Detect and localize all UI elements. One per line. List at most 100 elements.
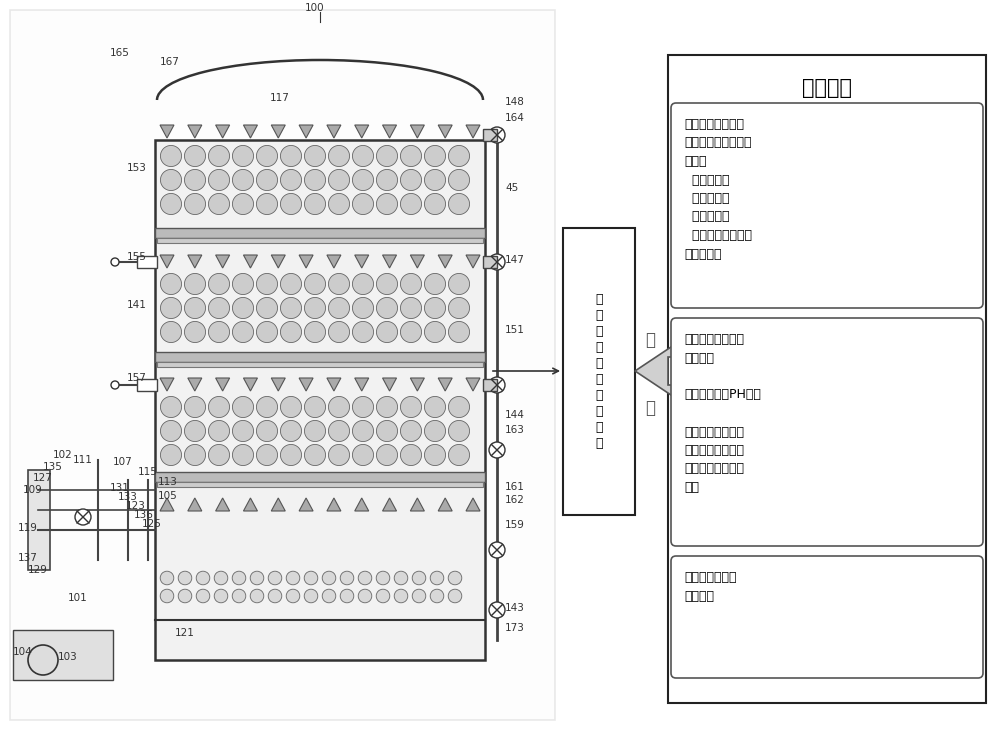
Polygon shape	[383, 125, 397, 138]
Circle shape	[280, 396, 302, 418]
Circle shape	[376, 193, 398, 215]
Circle shape	[352, 445, 374, 465]
Circle shape	[232, 589, 246, 602]
Circle shape	[400, 193, 422, 215]
Circle shape	[178, 571, 192, 585]
Circle shape	[424, 420, 446, 442]
Circle shape	[424, 297, 446, 319]
Bar	[157, 362, 483, 367]
Polygon shape	[438, 255, 452, 268]
Polygon shape	[188, 255, 202, 268]
Circle shape	[489, 602, 505, 618]
Circle shape	[424, 273, 446, 295]
Circle shape	[376, 420, 398, 442]
Bar	[483, 256, 497, 268]
Circle shape	[322, 571, 336, 585]
Polygon shape	[243, 498, 257, 511]
Polygon shape	[243, 378, 257, 391]
Polygon shape	[438, 498, 452, 511]
Text: 163: 163	[505, 425, 525, 435]
Circle shape	[232, 170, 254, 190]
Polygon shape	[410, 255, 424, 268]
Circle shape	[376, 145, 398, 167]
Bar	[563, 228, 635, 515]
Text: 排气口有机废气
残余比例: 排气口有机废气 残余比例	[684, 571, 736, 602]
Polygon shape	[188, 125, 202, 138]
Circle shape	[196, 571, 210, 585]
Text: 生
物
滴
滤
处
理
网
络
模
型: 生 物 滴 滤 处 理 网 络 模 型	[595, 293, 603, 450]
Circle shape	[208, 396, 230, 418]
Circle shape	[160, 571, 174, 585]
Circle shape	[400, 396, 422, 418]
Bar	[137, 256, 157, 268]
Circle shape	[250, 589, 264, 602]
Polygon shape	[355, 498, 369, 511]
Circle shape	[232, 571, 246, 585]
Circle shape	[304, 396, 326, 418]
Circle shape	[160, 273, 182, 295]
Text: 训练样本: 训练样本	[802, 78, 852, 98]
Circle shape	[304, 589, 318, 602]
Polygon shape	[438, 378, 452, 391]
Text: 159: 159	[505, 520, 525, 530]
Circle shape	[196, 589, 210, 602]
Circle shape	[328, 273, 350, 295]
Circle shape	[184, 445, 206, 465]
Polygon shape	[188, 378, 202, 391]
Circle shape	[280, 193, 302, 215]
Polygon shape	[160, 498, 174, 511]
Circle shape	[184, 273, 206, 295]
Circle shape	[160, 322, 182, 342]
Polygon shape	[327, 498, 341, 511]
Circle shape	[352, 193, 374, 215]
Text: 151: 151	[505, 325, 525, 335]
Circle shape	[352, 297, 374, 319]
Polygon shape	[271, 498, 285, 511]
Circle shape	[376, 322, 398, 342]
FancyBboxPatch shape	[671, 318, 983, 546]
Circle shape	[424, 322, 446, 342]
Polygon shape	[216, 125, 230, 138]
Circle shape	[208, 297, 230, 319]
Circle shape	[280, 145, 302, 167]
Circle shape	[448, 445, 470, 465]
Text: 144: 144	[505, 410, 525, 420]
Circle shape	[352, 420, 374, 442]
Circle shape	[160, 420, 182, 442]
Text: 102: 102	[53, 450, 73, 460]
Circle shape	[304, 322, 326, 342]
Circle shape	[352, 273, 374, 295]
Circle shape	[280, 322, 302, 342]
Polygon shape	[327, 125, 341, 138]
Bar	[157, 482, 483, 487]
Circle shape	[328, 322, 350, 342]
Text: 103: 103	[58, 652, 78, 662]
Circle shape	[256, 322, 278, 342]
Circle shape	[286, 571, 300, 585]
Polygon shape	[466, 255, 480, 268]
Circle shape	[304, 420, 326, 442]
Circle shape	[400, 170, 422, 190]
Text: 153: 153	[127, 163, 147, 173]
Polygon shape	[466, 498, 480, 511]
Circle shape	[340, 589, 354, 602]
Text: 109: 109	[23, 485, 43, 495]
Circle shape	[160, 445, 182, 465]
Circle shape	[328, 420, 350, 442]
Circle shape	[376, 396, 398, 418]
Circle shape	[358, 571, 372, 585]
Text: 101: 101	[68, 593, 88, 603]
Polygon shape	[355, 125, 369, 138]
Circle shape	[256, 193, 278, 215]
Text: 133: 133	[118, 492, 138, 502]
Polygon shape	[410, 125, 424, 138]
Circle shape	[280, 273, 302, 295]
Circle shape	[280, 170, 302, 190]
Circle shape	[208, 420, 230, 442]
Circle shape	[376, 273, 398, 295]
Circle shape	[304, 145, 326, 167]
Circle shape	[412, 571, 426, 585]
Polygon shape	[160, 255, 174, 268]
Polygon shape	[299, 255, 313, 268]
Circle shape	[232, 297, 254, 319]
